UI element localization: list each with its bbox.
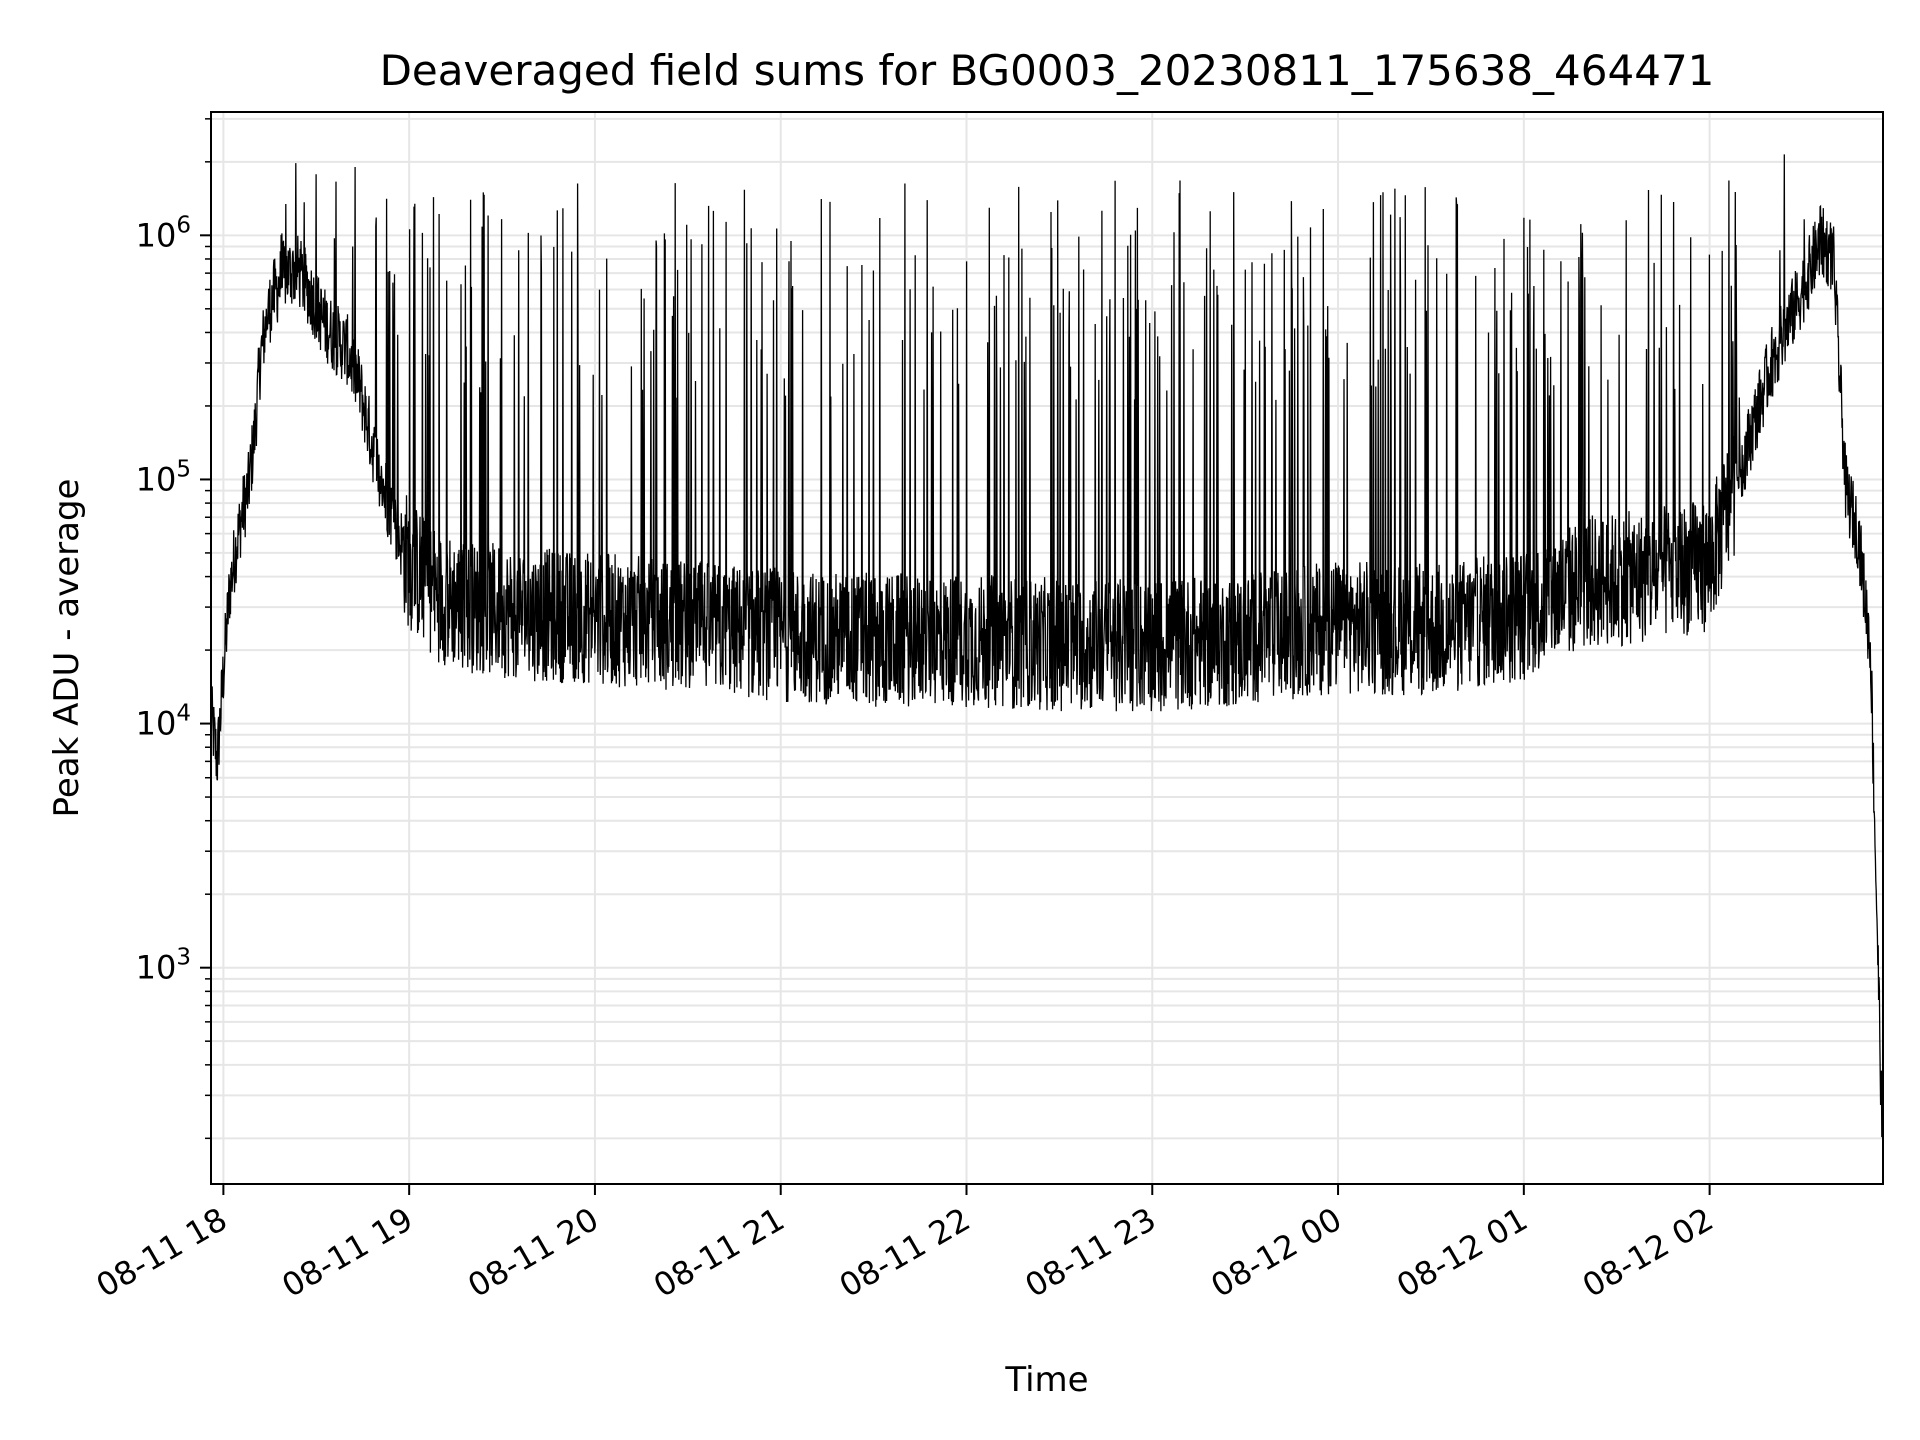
y-axis-label: Peak ADU - average: [47, 479, 87, 818]
y-tick-label: 106: [136, 212, 191, 254]
x-tick-label: 08-12 02: [1576, 1200, 1720, 1305]
y-tick-label: 104: [136, 701, 191, 743]
x-tick-label: 08-11 23: [1019, 1200, 1163, 1305]
x-tick-label: 08-12 01: [1390, 1200, 1534, 1305]
x-axis: 08-11 18 08-11 19 08-11 20 08-11 21 08-11 22…: [90, 1184, 1720, 1305]
x-tick-label: 08-11 22: [833, 1200, 977, 1305]
y-tick-label: 105: [136, 456, 191, 498]
x-tick-label: 08-11 21: [647, 1200, 791, 1305]
chart-title: Deaveraged field sums for BG0003_2023081…: [380, 46, 1715, 95]
x-tick-label: 08-12 00: [1204, 1200, 1348, 1305]
plot-area: [210, 154, 1884, 1176]
x-axis-label: Time: [1004, 1360, 1088, 1400]
series-line: [210, 154, 1884, 1176]
grid: [211, 112, 1883, 1184]
x-tick-label: 08-11 20: [461, 1200, 605, 1305]
x-tick-label: 08-11 19: [276, 1200, 420, 1305]
y-axis: 103 104 105 106: [136, 118, 211, 1140]
y-tick-label: 103: [136, 945, 191, 987]
axes-frame: [210, 111, 1884, 1185]
x-tick-label: 08-11 18: [90, 1200, 234, 1305]
